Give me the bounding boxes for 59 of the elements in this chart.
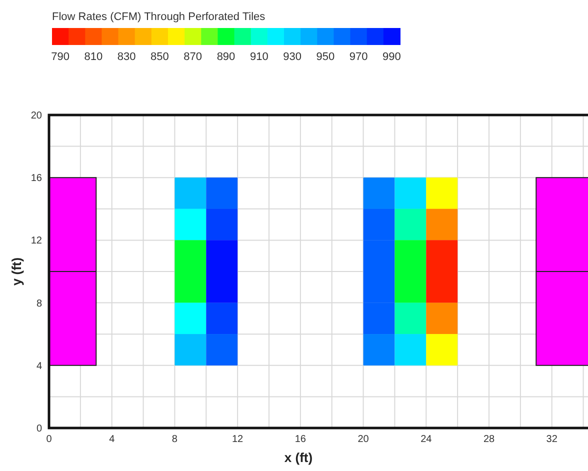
point: [206, 240, 238, 272]
point: [426, 302, 458, 334]
point: [363, 178, 395, 209]
point: [394, 334, 426, 366]
point: [394, 178, 426, 209]
x-axis-title: x (ft): [284, 450, 313, 465]
point: [426, 271, 458, 303]
point: [174, 334, 206, 366]
point: [206, 334, 238, 366]
y-tick-label: 16: [30, 173, 42, 184]
point: [394, 208, 426, 240]
color-bar-label: 870: [184, 51, 202, 63]
point: [394, 302, 426, 334]
color-bar-label: 850: [150, 51, 169, 63]
point: [426, 208, 458, 240]
y-tick-label: 8: [36, 298, 42, 310]
color-bar-label: 910: [250, 51, 268, 63]
point: [363, 302, 395, 334]
color-bar-label: 790: [51, 51, 70, 63]
point: [174, 302, 206, 334]
x-tick-label: 0: [46, 434, 52, 445]
point: [394, 240, 426, 272]
y-tick-label: 4: [36, 360, 42, 372]
color-bar-label: 830: [117, 51, 136, 63]
point: [206, 208, 238, 240]
point: [174, 271, 206, 303]
point: [363, 240, 395, 272]
color-bar-label: 810: [84, 51, 103, 63]
point: [206, 302, 238, 334]
x-tick-label: 8: [172, 434, 178, 445]
x-tick-label: 16: [294, 434, 306, 445]
color-bar-label: 970: [349, 51, 368, 63]
point: [363, 271, 395, 303]
point: [363, 208, 395, 240]
point: [174, 178, 206, 209]
color-bar-label: 930: [283, 51, 302, 63]
point: [363, 334, 395, 366]
color-bar-label: 990: [382, 51, 401, 63]
y-axis-title: y (ft): [9, 257, 24, 286]
color-bar-title: Flow Rates (CFM) Through Perforated Tiles: [52, 11, 266, 23]
point: [426, 334, 458, 366]
x-tick-label: 24: [420, 434, 432, 445]
color-bar-label: 950: [316, 51, 335, 63]
point: [426, 240, 458, 272]
x-tick-label: 20: [358, 434, 370, 445]
y-tick-label: 12: [30, 236, 42, 247]
x-tick-label: 32: [546, 434, 558, 445]
color-bar-label: 890: [216, 51, 236, 63]
y-tick-label: 0: [36, 424, 42, 434]
point: [206, 271, 238, 303]
x-tick-label: 12: [232, 434, 244, 445]
y-tick-label: 20: [30, 110, 42, 122]
point: [206, 178, 238, 209]
x-tick-label: 28: [483, 434, 495, 445]
point: [394, 271, 426, 303]
point: [426, 178, 458, 209]
point: [174, 240, 206, 272]
x-tick-label: 4: [109, 434, 116, 445]
point: [174, 208, 206, 240]
